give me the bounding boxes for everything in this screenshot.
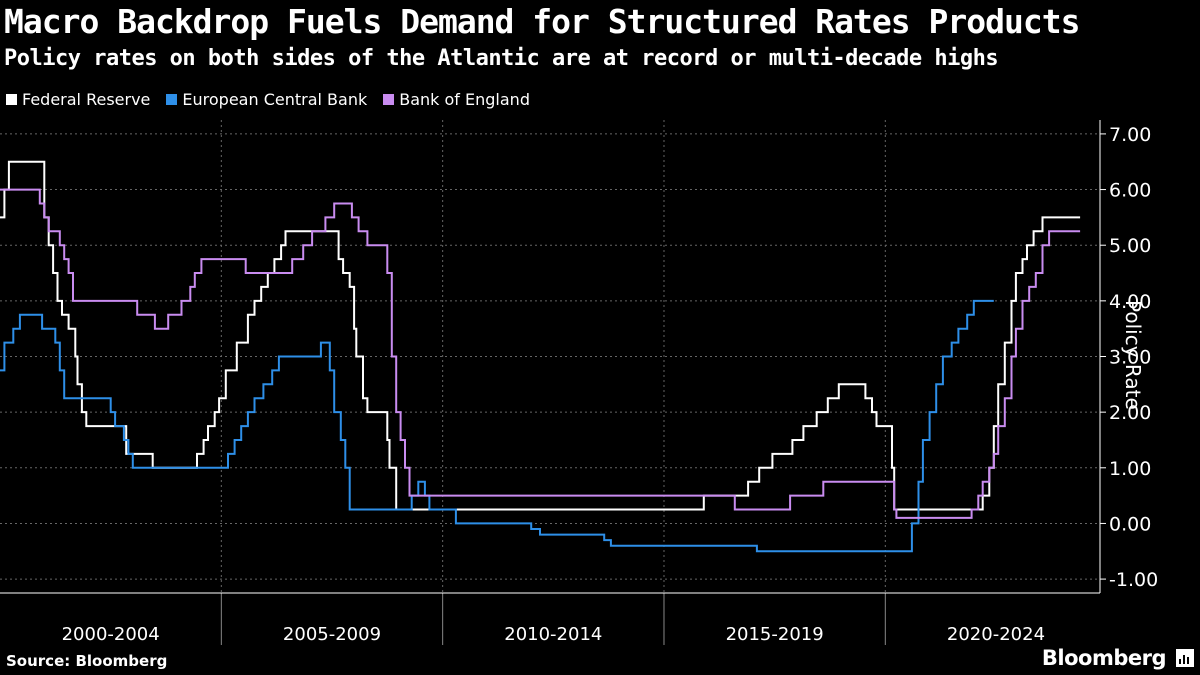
x-tick-label: 2015-2019 <box>726 624 824 645</box>
legend-swatch-boe <box>383 94 395 105</box>
y-tick-label: -1.00 <box>1109 569 1158 591</box>
y-tick-label: 5.00 <box>1109 235 1151 257</box>
y-tick-label: 2.00 <box>1109 402 1151 424</box>
y-tick-label: 6.00 <box>1109 180 1151 202</box>
y-tick-label: 3.00 <box>1109 347 1151 369</box>
x-tick-label: 2000-2004 <box>62 624 160 645</box>
x-tick-labels: 2000-2004 2005-2009 2010-2014 2015-2019 2020… <box>62 624 1045 645</box>
legend-item-ecb[interactable]: European Central Bank <box>166 90 367 109</box>
y-tick-label: 0.00 <box>1109 513 1151 535</box>
legend-item-boe[interactable]: Bank of England <box>383 90 530 109</box>
x-tick-label: 2005-2009 <box>283 624 381 645</box>
bloomberg-chart-icon <box>1176 649 1194 667</box>
series-lines <box>0 160 1081 553</box>
legend-item-fed[interactable]: Federal Reserve <box>6 90 150 109</box>
ecb-rate-line <box>0 299 994 553</box>
y-tick-label: 4.00 <box>1109 291 1151 313</box>
chart-title: Macro Backdrop Fuels Demand for Structur… <box>4 2 1080 41</box>
legend: Federal Reserve European Central Bank Ba… <box>6 90 530 109</box>
x-tick-label: 2020-2024 <box>947 624 1045 645</box>
y-tick-label: 7.00 <box>1109 124 1151 146</box>
legend-label-ecb: European Central Bank <box>182 90 368 109</box>
y-tick-labels: 7.00 6.00 5.00 4.00 3.00 2.00 1.00 0.00 -1.00 <box>1109 124 1158 591</box>
gridlines <box>0 120 1100 593</box>
y-tick-label: 1.00 <box>1109 458 1151 480</box>
axes <box>0 120 1106 645</box>
y-axis-label: Policy Rate <box>1121 300 1145 410</box>
legend-swatch-ecb <box>166 94 178 105</box>
source-note: Source: Bloomberg <box>6 652 168 670</box>
legend-label-fed: Federal Reserve <box>22 90 151 109</box>
x-tick-label: 2010-2014 <box>504 624 602 645</box>
bloomberg-logo: Bloomberg <box>1041 646 1167 670</box>
fed-rate-line <box>0 160 1081 511</box>
legend-swatch-fed <box>6 94 17 105</box>
legend-label-boe: Bank of England <box>399 90 530 109</box>
boe-rate-line <box>0 188 1081 519</box>
chart-subtitle: Policy rates on both sides of the Atlant… <box>4 46 999 71</box>
